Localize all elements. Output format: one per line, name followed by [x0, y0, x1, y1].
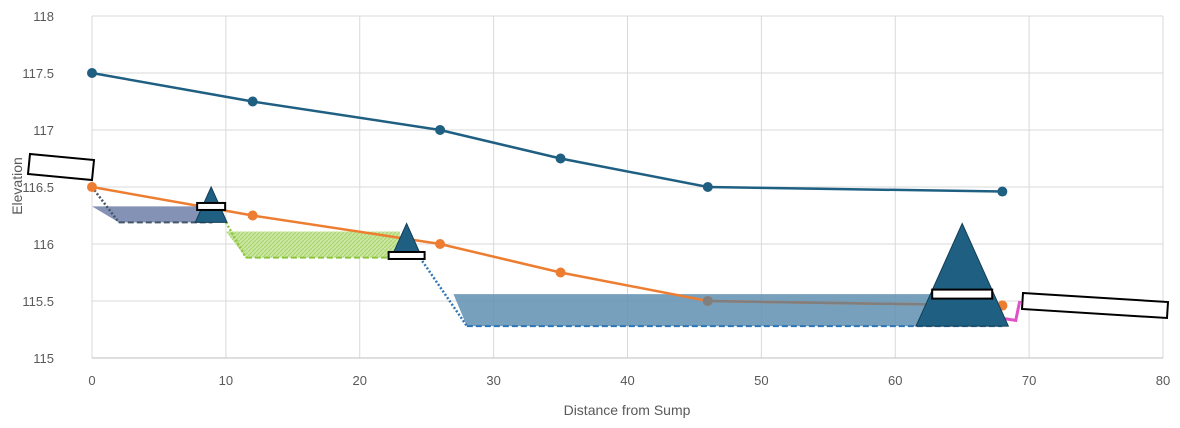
x-tick-label: 30 — [486, 373, 500, 388]
pool-fill — [92, 206, 213, 223]
x-tick-label: 50 — [754, 373, 768, 388]
x-tick-label: 20 — [353, 373, 367, 388]
y-tick-label: 115 — [33, 351, 54, 366]
tick-labels: 0 10 20 30 40 50 60 70 80 115 115.5 116 116.5 117 117.… — [22, 9, 1170, 388]
series-point — [555, 153, 566, 164]
pool-fills — [91, 186, 1003, 328]
series-point — [702, 182, 713, 192]
series-point — [435, 239, 446, 249]
outlet-pipe — [1020, 291, 1170, 320]
y-tick-label: 115.5 — [22, 294, 54, 309]
x-tick-label: 80 — [1156, 373, 1170, 388]
outlet-path — [1000, 300, 1022, 323]
y-tick-label: 118 — [33, 9, 54, 24]
y-tick-label: 116.5 — [22, 180, 54, 195]
y-tick-label: 117.5 — [22, 66, 54, 81]
series-point — [87, 182, 97, 192]
series-point — [997, 186, 1008, 197]
x-tick-label: 70 — [1022, 373, 1036, 388]
flow-connector — [418, 256, 468, 327]
weir-triangle — [915, 222, 1010, 327]
series-point — [435, 125, 446, 135]
inlet-pipe — [26, 152, 96, 182]
series-point — [87, 68, 97, 78]
series-line — [91, 185, 1003, 307]
series-point — [555, 267, 566, 278]
weir-plate — [196, 201, 227, 211]
weir-markers — [26, 152, 1170, 327]
series-lines — [87, 68, 1022, 323]
flow-connector — [224, 221, 248, 259]
pool-fill — [225, 231, 400, 258]
weir-plate — [387, 250, 426, 260]
x-tick-label: 10 — [219, 373, 233, 388]
series-point — [702, 296, 713, 306]
y-tick-label: 116 — [33, 237, 54, 252]
pool-fill — [453, 294, 1003, 327]
series-point — [247, 210, 258, 221]
flow-connector — [91, 186, 120, 224]
series-point — [247, 96, 258, 107]
y-axis-title: Elevation — [9, 157, 25, 215]
weir-plate — [931, 288, 994, 300]
series-line — [91, 71, 1003, 193]
x-axis-title: Distance from Sump — [564, 402, 691, 418]
x-tick-label: 40 — [620, 373, 634, 388]
x-tick-label: 60 — [888, 373, 902, 388]
x-tick-label: 0 — [88, 373, 95, 388]
y-tick-label: 117 — [33, 123, 54, 138]
